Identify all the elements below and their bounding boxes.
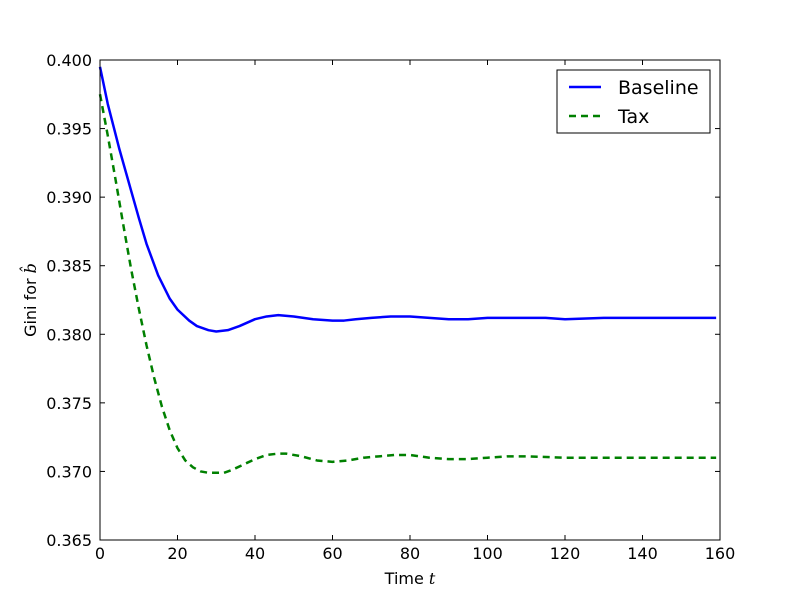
x-tick-label: 100 bbox=[472, 544, 503, 563]
series-line-tax bbox=[98, 94, 717, 475]
legend-label-baseline: Baseline bbox=[618, 77, 699, 99]
x-tick-label: 80 bbox=[400, 544, 420, 563]
y-tick-label: 0.400 bbox=[46, 51, 92, 70]
series-layer bbox=[98, 66, 717, 475]
x-tick-label: 160 bbox=[705, 544, 736, 563]
x-tick-label: 60 bbox=[322, 544, 342, 563]
y-axis-label: Gini for b̂ bbox=[20, 263, 40, 337]
y-tick-label: 0.395 bbox=[46, 120, 92, 139]
y-tick-label: 0.385 bbox=[46, 257, 92, 276]
x-axis-label: Time t bbox=[384, 569, 436, 588]
legend-label-tax: Tax bbox=[617, 106, 649, 128]
legend-box bbox=[556, 69, 711, 134]
x-tick-label: 120 bbox=[550, 544, 581, 563]
x-tick-label: 0 bbox=[95, 544, 105, 563]
y-tick-label: 0.370 bbox=[46, 462, 92, 481]
x-tick-label: 140 bbox=[627, 544, 658, 563]
y-tick-label: 0.390 bbox=[46, 188, 92, 207]
legend: Baseline Tax bbox=[556, 69, 711, 134]
series-line-baseline bbox=[98, 66, 717, 333]
x-tick-label: 20 bbox=[167, 544, 187, 563]
y-tick-label: 0.375 bbox=[46, 394, 92, 413]
y-tick-label: 0.380 bbox=[46, 325, 92, 344]
y-tick-label: 0.365 bbox=[46, 531, 92, 550]
x-tick-label: 40 bbox=[245, 544, 265, 563]
ticks-layer: 0 20 40 60 80 100 120 140 160 0.365 0.370 0.375 0.38… bbox=[46, 51, 735, 563]
